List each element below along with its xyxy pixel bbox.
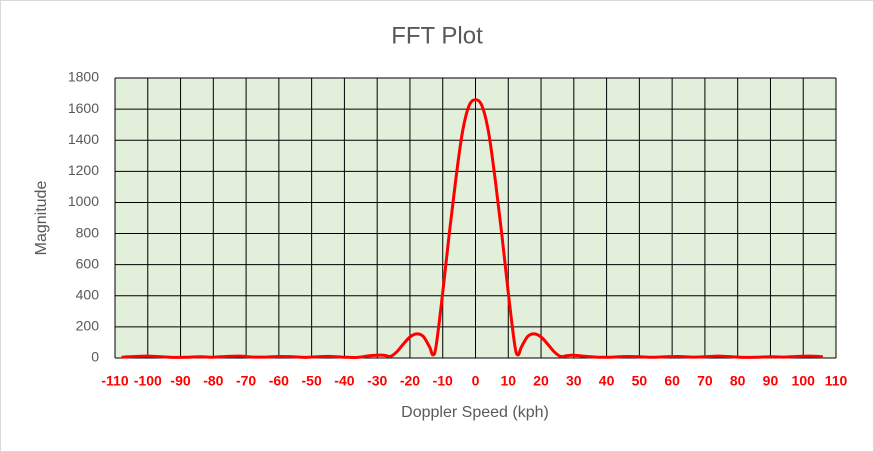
x-tick-label: 110 (825, 373, 848, 389)
x-tick-label: -10 (433, 373, 453, 389)
y-tick-label: 200 (76, 318, 100, 334)
y-tick-label: 800 (76, 224, 100, 240)
x-tick-label: 100 (792, 373, 816, 389)
x-tick-label: 60 (664, 373, 680, 389)
y-tick-label: 1600 (68, 100, 99, 116)
y-tick-label: 1200 (68, 162, 99, 178)
y-tick-label: 1400 (68, 131, 99, 147)
x-tick-label: 30 (566, 373, 582, 389)
y-tick-label: 0 (91, 349, 99, 365)
x-axis-label: Doppler Speed (kph) (401, 404, 549, 421)
x-tick-label: -30 (367, 373, 387, 389)
x-tick-label: -40 (334, 373, 354, 389)
x-tick-label: 90 (763, 373, 779, 389)
x-tick-label: 40 (599, 373, 615, 389)
x-tick-label: -60 (269, 373, 289, 389)
x-tick-label: -20 (400, 373, 420, 389)
x-tick-label: 70 (697, 373, 713, 389)
x-tick-label: -90 (170, 373, 190, 389)
y-tick-label: 600 (76, 255, 100, 271)
y-tick-label: 1800 (68, 69, 99, 85)
chart-title: FFT Plot (391, 22, 483, 49)
y-axis-label: Magnitude (33, 181, 50, 256)
x-tick-label: -70 (236, 373, 256, 389)
x-tick-label: -50 (302, 373, 322, 389)
x-tick-label: 50 (632, 373, 648, 389)
x-tick-label: -110 (101, 373, 128, 389)
x-tick-label: 0 (472, 373, 480, 389)
x-tick-label: 20 (533, 373, 549, 389)
y-tick-label: 400 (76, 286, 100, 302)
x-tick-label: 10 (500, 373, 516, 389)
y-tick-label: 1000 (68, 193, 99, 209)
data-line (121, 98, 823, 359)
x-tick-label: 80 (730, 373, 746, 389)
x-tick-label: -80 (203, 373, 223, 389)
x-tick-label: -100 (134, 373, 162, 389)
